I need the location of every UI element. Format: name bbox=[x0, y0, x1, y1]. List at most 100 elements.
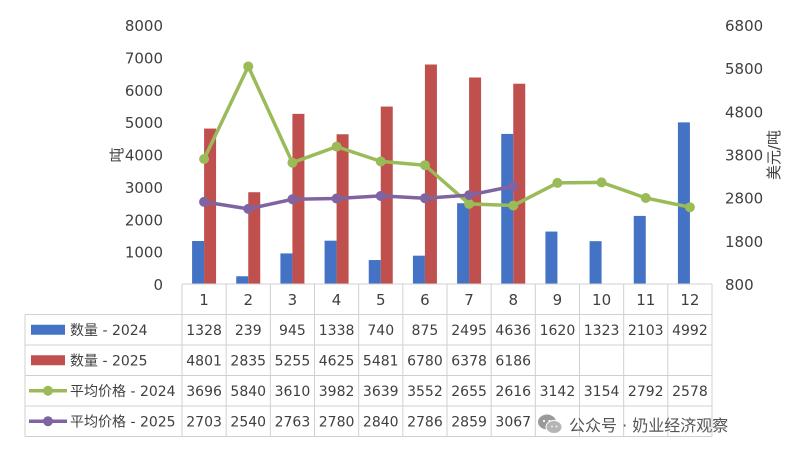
y-right-tick-label: 6800 bbox=[725, 17, 763, 35]
y-left-tick-label: 0 bbox=[153, 276, 163, 294]
table-value: 2840 bbox=[363, 414, 399, 430]
table-value: 239 bbox=[235, 323, 262, 339]
bar bbox=[204, 128, 217, 284]
table-value: 2103 bbox=[628, 323, 664, 339]
x-tick-label: 6 bbox=[420, 291, 430, 309]
table-value: 2780 bbox=[319, 414, 355, 430]
x-tick-label: 7 bbox=[464, 291, 474, 309]
y-right-tick-label: 800 bbox=[725, 276, 754, 294]
bar bbox=[469, 77, 482, 284]
table-value: 2616 bbox=[495, 384, 531, 400]
table-value: 2786 bbox=[407, 414, 443, 430]
legend-key bbox=[43, 416, 53, 427]
x-tick-label: 12 bbox=[680, 291, 699, 309]
y-left-tick-label: 5000 bbox=[125, 114, 163, 132]
bar bbox=[589, 241, 602, 284]
bar bbox=[248, 192, 261, 284]
table-value: 3154 bbox=[584, 384, 620, 400]
line-point bbox=[419, 193, 430, 204]
bar bbox=[513, 83, 526, 285]
line-point bbox=[640, 193, 651, 204]
legend-key bbox=[43, 385, 53, 396]
line-point bbox=[596, 177, 607, 188]
table-value: 3639 bbox=[363, 384, 399, 400]
table-value: 4992 bbox=[672, 323, 708, 339]
table-value: 6378 bbox=[451, 353, 487, 369]
bar bbox=[412, 255, 425, 284]
x-tick-label: 5 bbox=[376, 291, 386, 309]
x-tick-label: 3 bbox=[288, 291, 298, 309]
bar bbox=[501, 133, 514, 284]
x-tick-label: 2 bbox=[243, 291, 253, 309]
line-point bbox=[243, 61, 254, 72]
table-value: 4636 bbox=[495, 323, 531, 339]
wechat-icon bbox=[538, 414, 563, 434]
table-value: 1620 bbox=[540, 323, 576, 339]
y-left-tick-label: 2000 bbox=[125, 211, 163, 229]
bar bbox=[633, 215, 646, 284]
table-value: 2792 bbox=[628, 384, 664, 400]
table-value: 2859 bbox=[451, 414, 487, 430]
table-value: 1328 bbox=[186, 323, 222, 339]
legend-label: 平均价格 - 2025 bbox=[70, 414, 176, 430]
line-point bbox=[508, 200, 519, 211]
table-value: 4625 bbox=[319, 353, 355, 369]
table-value: 3552 bbox=[407, 384, 443, 400]
table-value: 5255 bbox=[275, 353, 311, 369]
table-value: 2540 bbox=[230, 414, 266, 430]
y-right-tick-label: 1800 bbox=[725, 233, 763, 251]
line-point bbox=[331, 141, 342, 152]
table-value: 1338 bbox=[319, 323, 355, 339]
table-value: 3610 bbox=[275, 384, 311, 400]
legend-label: 数量 - 2024 bbox=[70, 323, 148, 339]
series-line bbox=[202, 64, 692, 209]
bar bbox=[324, 240, 337, 284]
legend-key bbox=[31, 355, 65, 366]
table-value: 3142 bbox=[540, 384, 576, 400]
line-point bbox=[375, 156, 386, 167]
line-point bbox=[287, 194, 298, 205]
x-tick-label: 4 bbox=[332, 291, 342, 309]
line-point bbox=[243, 203, 254, 214]
table-value: 2578 bbox=[672, 384, 708, 400]
table-value: 875 bbox=[412, 323, 439, 339]
bar bbox=[545, 231, 558, 284]
line-point bbox=[331, 193, 342, 204]
line-point bbox=[199, 196, 210, 207]
table-value: 3696 bbox=[186, 384, 222, 400]
line-point bbox=[508, 181, 519, 192]
table-value: 1323 bbox=[584, 323, 620, 339]
y-left-tick-label: 4000 bbox=[125, 147, 163, 165]
y-right-tick-label: 5800 bbox=[725, 60, 763, 78]
line-point bbox=[375, 190, 386, 201]
line-point bbox=[464, 198, 475, 209]
x-tick-label: 1 bbox=[199, 291, 209, 309]
y-left-tick-label: 6000 bbox=[125, 82, 163, 100]
table-value: 2655 bbox=[451, 384, 487, 400]
bar bbox=[368, 260, 381, 284]
table-value: 4801 bbox=[186, 353, 222, 369]
bar bbox=[236, 276, 249, 284]
x-tick-label: 9 bbox=[553, 291, 563, 309]
table-value: 5840 bbox=[230, 384, 266, 400]
y-left-tick-label: 8000 bbox=[125, 17, 163, 35]
line-point bbox=[684, 202, 695, 213]
bar bbox=[192, 241, 205, 284]
legend-label: 数量 - 2025 bbox=[70, 353, 148, 369]
x-tick-label: 11 bbox=[636, 291, 655, 309]
y-right-axis-title: 美元/吨 bbox=[765, 130, 783, 180]
table-value: 2495 bbox=[451, 323, 487, 339]
y-right-tick-label: 3800 bbox=[725, 147, 763, 165]
series-line bbox=[202, 184, 516, 211]
table-value: 2703 bbox=[186, 414, 222, 430]
y-left-tick-label: 1000 bbox=[125, 244, 163, 262]
x-tick-label: 8 bbox=[508, 291, 518, 309]
table-value: 5481 bbox=[363, 353, 399, 369]
watermark-text: 公众号 · 奶业经济观察 bbox=[569, 416, 729, 435]
table-value: 2763 bbox=[275, 414, 311, 430]
table-value: 6186 bbox=[495, 353, 531, 369]
line-point bbox=[199, 153, 210, 164]
y-right-tick-label: 2800 bbox=[725, 190, 763, 208]
